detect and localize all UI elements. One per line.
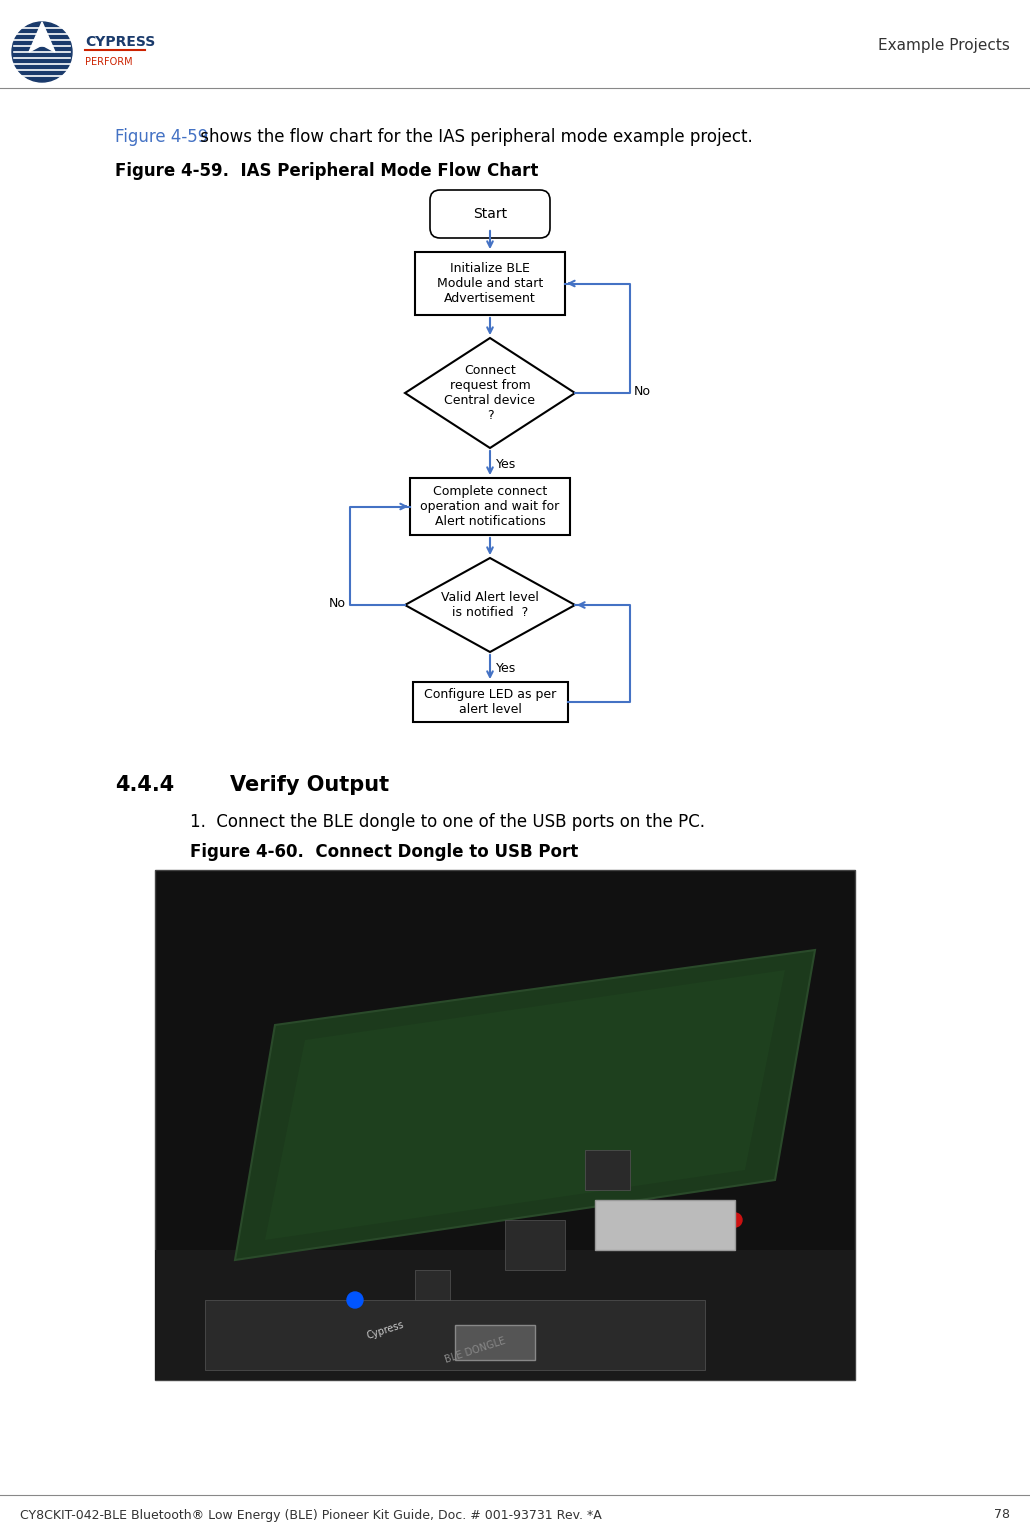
Text: No: No bbox=[329, 597, 346, 610]
Text: No: No bbox=[634, 386, 651, 398]
Bar bbox=[410, 477, 570, 536]
Bar bbox=[412, 682, 568, 722]
Circle shape bbox=[728, 1213, 742, 1227]
Text: 1.  Connect the BLE dongle to one of the USB ports on the PC.: 1. Connect the BLE dongle to one of the … bbox=[190, 812, 705, 831]
FancyBboxPatch shape bbox=[430, 190, 550, 239]
Text: Complete connect
operation and wait for
Alert notifications: Complete connect operation and wait for … bbox=[420, 485, 559, 528]
Bar bbox=[505, 1219, 565, 1270]
Text: Configure LED as per
alert level: Configure LED as per alert level bbox=[424, 688, 556, 716]
Text: Yes: Yes bbox=[496, 661, 516, 675]
Text: Initialize BLE
Module and start
Advertisement: Initialize BLE Module and start Advertis… bbox=[437, 262, 543, 304]
Text: Verify Output: Verify Output bbox=[230, 776, 389, 796]
Text: Cypress: Cypress bbox=[365, 1319, 405, 1340]
Bar bbox=[415, 1270, 450, 1300]
Text: PERFORM: PERFORM bbox=[85, 57, 133, 67]
Bar bbox=[154, 871, 855, 1380]
Text: CYPRESS: CYPRESS bbox=[85, 35, 156, 49]
Bar bbox=[154, 1250, 855, 1380]
Circle shape bbox=[12, 21, 72, 83]
Text: Example Projects: Example Projects bbox=[879, 38, 1010, 54]
Polygon shape bbox=[405, 338, 575, 448]
Bar bbox=[455, 1325, 535, 1360]
Polygon shape bbox=[265, 970, 785, 1239]
Text: Figure 4-60.  Connect Dongle to USB Port: Figure 4-60. Connect Dongle to USB Port bbox=[190, 843, 578, 861]
Bar bbox=[205, 1300, 705, 1369]
Bar bbox=[415, 252, 565, 315]
Text: Start: Start bbox=[473, 207, 507, 220]
Circle shape bbox=[347, 1291, 363, 1308]
Text: shows the flow chart for the IAS peripheral mode example project.: shows the flow chart for the IAS periphe… bbox=[195, 129, 753, 145]
Text: Connect
request from
Central device
?: Connect request from Central device ? bbox=[445, 364, 536, 422]
Bar bbox=[585, 1151, 630, 1190]
Text: 78: 78 bbox=[994, 1509, 1010, 1521]
Text: BLE DONGLE: BLE DONGLE bbox=[443, 1336, 507, 1365]
Text: Valid Alert level
is notified  ?: Valid Alert level is notified ? bbox=[441, 591, 539, 620]
Polygon shape bbox=[235, 950, 815, 1261]
Polygon shape bbox=[29, 21, 55, 52]
Text: CY8CKIT-042-BLE Bluetooth® Low Energy (BLE) Pioneer Kit Guide, Doc. # 001-93731 : CY8CKIT-042-BLE Bluetooth® Low Energy (B… bbox=[20, 1509, 602, 1521]
Bar bbox=[595, 1200, 735, 1250]
Text: 4.4.4: 4.4.4 bbox=[115, 776, 174, 796]
Polygon shape bbox=[405, 558, 575, 652]
Text: Figure 4-59.  IAS Peripheral Mode Flow Chart: Figure 4-59. IAS Peripheral Mode Flow Ch… bbox=[115, 162, 539, 181]
Text: Yes: Yes bbox=[496, 457, 516, 471]
Text: Figure 4-59: Figure 4-59 bbox=[115, 129, 208, 145]
